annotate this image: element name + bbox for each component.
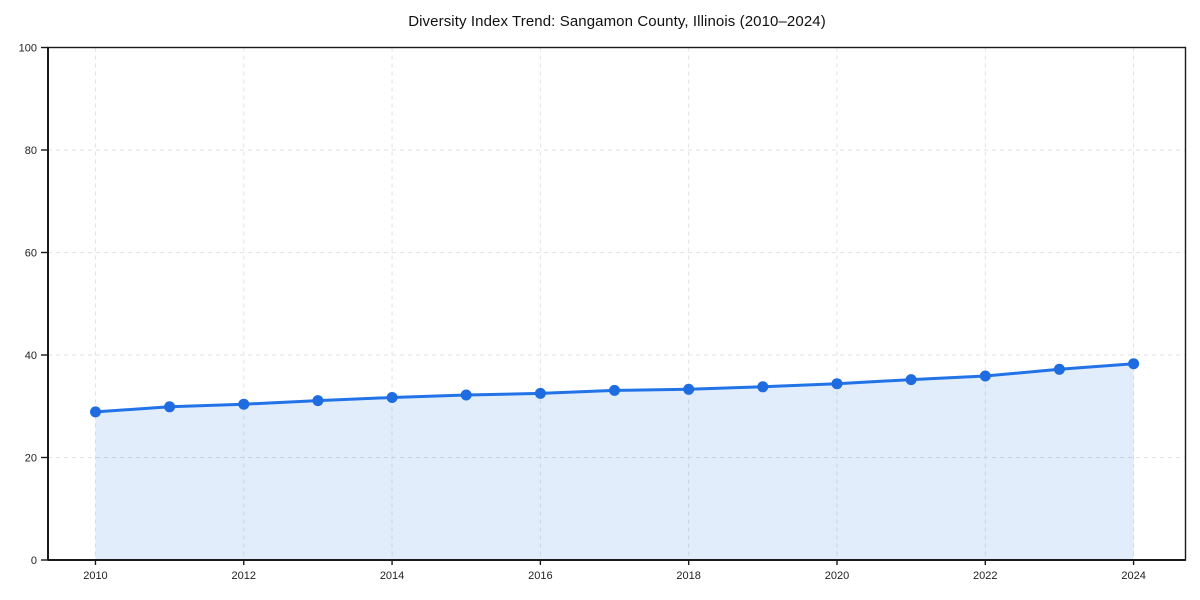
x-tick-label: 2010 (83, 570, 107, 582)
data-point-2016 (534, 387, 546, 399)
data-point-2014 (386, 392, 398, 403)
x-tick-label: 2014 (380, 570, 404, 582)
x-tick-label: 2024 (1121, 570, 1145, 582)
data-point-2021 (905, 374, 917, 386)
data-point-2015 (460, 389, 472, 401)
x-tick-label: 2016 (528, 570, 552, 582)
y-tick-label: 0 (31, 555, 37, 567)
x-tick-label: 2012 (232, 570, 256, 582)
data-point-2020 (831, 378, 843, 390)
data-point-2013 (312, 395, 324, 407)
chart-title: Diversity Index Trend: Sangamon County, … (408, 13, 826, 30)
data-point-2023 (1053, 363, 1065, 375)
x-tick-label: 2020 (825, 570, 849, 582)
x-tick-label: 2018 (676, 570, 700, 582)
data-point-2017 (609, 384, 620, 396)
data-point-2018 (683, 383, 695, 395)
y-tick-label: 40 (25, 350, 37, 362)
data-point-2019 (757, 381, 769, 393)
y-tick-label: 20 (25, 452, 37, 464)
area-fill (95, 363, 1134, 560)
x-tick-label: 2022 (973, 570, 997, 582)
y-tick-label: 60 (25, 247, 37, 259)
data-point-2011 (164, 401, 176, 413)
data-point-2024 (1128, 358, 1140, 370)
y-tick-label: 100 (19, 42, 37, 54)
data-point-2010 (90, 406, 101, 418)
data-point-2012 (238, 398, 250, 410)
data-point-2022 (979, 370, 991, 382)
y-tick-label: 80 (25, 145, 37, 157)
